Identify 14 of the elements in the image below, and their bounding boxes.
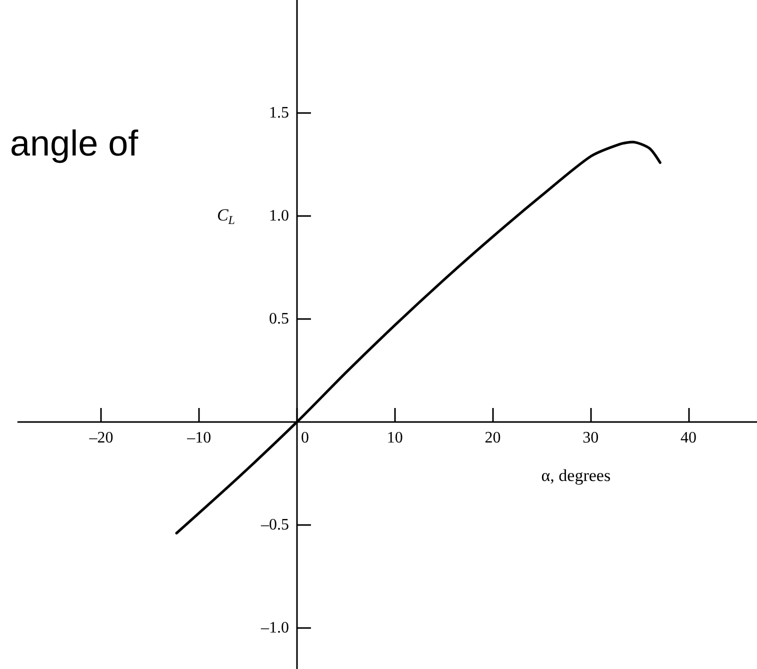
y-tick-label: 1.5 — [268, 104, 289, 122]
y-tick-label: 1.0 — [268, 208, 289, 225]
x-tick-label: –10 — [186, 429, 212, 446]
x-tick-label: 20 — [484, 429, 501, 446]
y-tick-label: –0.5 — [260, 516, 289, 534]
x-tick-label: 40 — [680, 429, 696, 446]
x-tick-label: 10 — [386, 429, 403, 446]
y-tick-label: –1.0 — [260, 619, 289, 636]
x-axis-title: α, degrees — [541, 466, 611, 485]
annotation: angle of — [10, 122, 140, 164]
x-tick-label: 30 — [582, 429, 599, 446]
y-tick-label: 0.5 — [268, 310, 289, 328]
x-tick-label: –20 — [88, 429, 114, 446]
x-tick-label: 0 — [300, 429, 309, 446]
